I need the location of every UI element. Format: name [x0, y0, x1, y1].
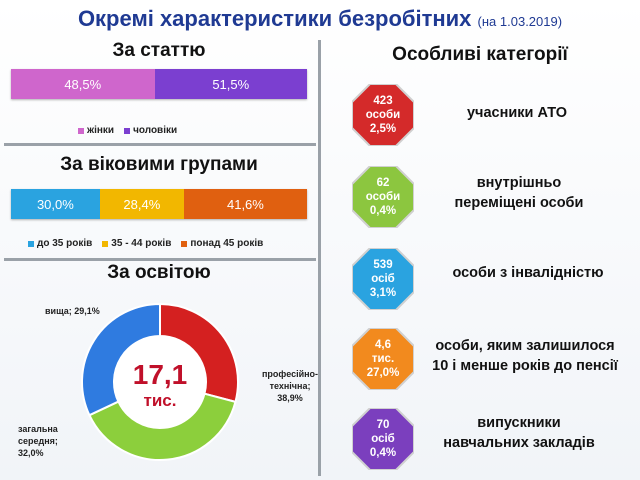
legend-item-under-35: до 35 років: [28, 238, 92, 249]
badge-line: особи: [365, 191, 401, 203]
age-segment-over-45: 41,6%: [183, 189, 307, 219]
badge-text: 70 осіб 0,4%: [352, 408, 414, 470]
category-label: особи, яким залишилося 10 і менше років д…: [420, 336, 630, 376]
badge-line: 4,6: [375, 339, 391, 351]
title-text: Окремі характеристики безробітних: [77, 6, 472, 31]
legend-swatch: [124, 127, 131, 134]
category-label-line: внутрішньо: [476, 175, 562, 191]
education-title: За освітою: [107, 262, 211, 283]
age-legend: до 35 років 35 - 44 років понад 45 років: [28, 238, 263, 249]
badge-line: осіб: [371, 433, 395, 445]
category-label: особи з інвалідністю: [428, 263, 628, 283]
label-vocational: професійно- технічна; 38,9%: [262, 368, 318, 404]
age-segment-35-44: 28,4%: [99, 189, 184, 219]
label-line: загальна: [18, 424, 58, 434]
label-line: середня;: [18, 436, 58, 446]
gender-legend: жінки чоловіки: [78, 125, 177, 136]
age-title: За віковими групами: [60, 154, 258, 175]
badge-line: 423: [373, 95, 393, 107]
vertical-divider: [318, 40, 321, 476]
category-label-line: учасники АТО: [466, 105, 567, 121]
page-title: Окремі характеристики безробітних (на 1.…: [0, 6, 640, 32]
badge-text: 423 особи 2,5%: [352, 84, 414, 146]
legend-swatch: [102, 240, 109, 247]
legend-label: до 35 років: [37, 238, 93, 249]
category-label-line: особи, яким залишилося: [435, 338, 615, 354]
badge-line: 27,0%: [366, 367, 400, 379]
label-line: 32,0%: [18, 448, 44, 458]
donut-hole: [114, 336, 206, 428]
category-label-line: випускники: [477, 415, 561, 431]
badge-text: 62 особи 0,4%: [352, 166, 414, 228]
donut-center-unit: тис.: [144, 391, 177, 410]
category-label: внутрішньо переміщені особи: [424, 173, 614, 213]
legend-label: жінки: [87, 125, 115, 136]
category-label-line: навчальних закладів: [443, 435, 595, 451]
legend-label: 35 - 44 років: [111, 238, 172, 249]
age-segment-under-35: 30,0%: [11, 189, 100, 219]
legend-label: чоловіки: [133, 125, 178, 136]
gender-segment-women: 48,5%: [11, 69, 155, 99]
gender-title: За статтю: [112, 40, 206, 61]
gender-segment-men: 51,5%: [154, 69, 307, 99]
title-date: (на 1.03.2019): [477, 14, 563, 29]
education-donut-chart: 17,1 тис.: [81, 302, 239, 461]
category-label-line: особи з інвалідністю: [452, 265, 604, 281]
badge-line: 2,5%: [369, 123, 397, 135]
label-line: 38,9%: [277, 393, 303, 403]
badge-line: 70: [376, 419, 390, 431]
badge-text: 539 осіб 3,1%: [352, 248, 414, 310]
legend-item-women: жінки: [78, 125, 114, 136]
category-label-line: переміщені особи: [454, 195, 584, 211]
label-higher: вища; 29,1%: [45, 306, 100, 316]
badge-line: 0,4%: [369, 447, 397, 459]
badge-line: особи: [365, 109, 401, 121]
badge-line: тис.: [371, 353, 395, 365]
category-badge: 62 особи 0,4%: [351, 165, 415, 229]
legend-swatch: [78, 127, 84, 134]
special-categories-title: Особливі категорії: [392, 44, 568, 65]
donut-center-value: 17,1: [133, 359, 188, 390]
label-line: технічна;: [269, 381, 311, 391]
legend-item-over-45: понад 45 років: [181, 238, 263, 249]
legend-label: понад 45 років: [190, 238, 264, 249]
gender-bar: 48,5% 51,5%: [11, 69, 307, 99]
category-badge: 539 осіб 3,1%: [351, 247, 415, 311]
badge-text: 4,6 тис. 27,0%: [352, 328, 414, 390]
category-label-line: 10 і менше років до пенсії: [432, 358, 618, 374]
category-label: випускники навчальних закладів: [424, 413, 614, 453]
divider-1: [4, 143, 316, 146]
badge-line: 0,4%: [369, 205, 397, 217]
label-line: професійно-: [262, 369, 319, 379]
badge-line: 62: [376, 177, 390, 189]
age-bar: 30,0% 28,4% 41,6%: [11, 189, 307, 219]
badge-line: 3,1%: [369, 287, 397, 299]
badge-line: осіб: [371, 273, 395, 285]
badge-line: 539: [373, 259, 393, 271]
label-general: загальна середня; 32,0%: [18, 423, 58, 459]
legend-item-35-44: 35 - 44 років: [102, 238, 171, 249]
category-label: учасники АТО: [432, 103, 602, 123]
legend-swatch: [181, 240, 188, 247]
legend-item-men: чоловіки: [124, 125, 177, 136]
legend-swatch: [28, 240, 34, 247]
category-badge: 423 особи 2,5%: [351, 83, 415, 147]
category-badge: 4,6 тис. 27,0%: [351, 327, 415, 391]
divider-2: [4, 258, 316, 261]
category-badge: 70 осіб 0,4%: [351, 407, 415, 471]
